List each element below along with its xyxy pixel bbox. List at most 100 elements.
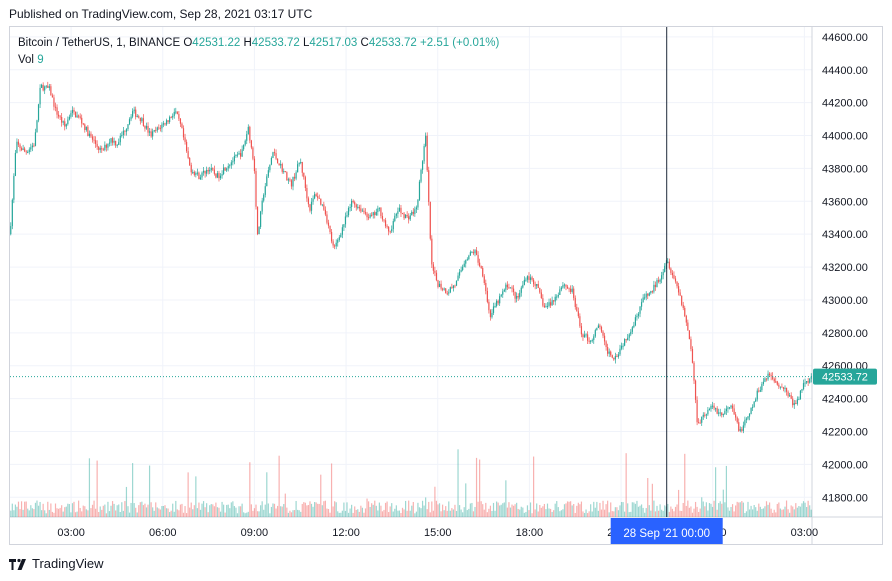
volume-bar [156, 507, 158, 517]
candle-body [457, 275, 459, 281]
volume-bar [728, 510, 731, 517]
candle-body [315, 194, 317, 197]
volume-bar [128, 512, 131, 517]
volume-bar [620, 501, 623, 517]
volume-bar [479, 459, 481, 517]
candle-body [452, 285, 455, 288]
candle-body [633, 325, 635, 328]
volume-bar [383, 509, 385, 517]
candle-body [107, 143, 109, 148]
volume-bar [235, 507, 237, 517]
volume-bar [753, 505, 755, 517]
candle-body [442, 288, 444, 290]
volume-bar [340, 512, 342, 517]
volume-bar [260, 505, 262, 517]
volume-bar [61, 505, 63, 517]
volume-bar [54, 503, 57, 517]
candle-body [699, 422, 701, 424]
volume-bar [577, 502, 579, 517]
candle-body [357, 206, 359, 208]
candle-body [85, 126, 87, 130]
volume-bar [138, 505, 140, 517]
volume-bar [369, 506, 371, 517]
volume-bar [443, 510, 445, 517]
x-tick-label: 06:00 [149, 527, 177, 539]
volume-bar [482, 504, 484, 517]
candle-body [246, 134, 248, 141]
volume-bar [798, 506, 800, 517]
volume-bar [591, 511, 593, 517]
volume-bar [804, 502, 806, 517]
candle-body [724, 411, 726, 415]
symbol-label[interactable]: Bitcoin / TetherUS, 1, BINANCE [18, 37, 181, 49]
volume-bar [159, 509, 161, 517]
candle-body [141, 118, 143, 122]
volume-bar [796, 507, 798, 517]
volume-bar [676, 504, 678, 517]
candle-body [287, 179, 289, 181]
candle-body [639, 306, 641, 314]
candle-body [227, 166, 229, 169]
volume-bar [566, 501, 569, 517]
candle-body [70, 113, 72, 117]
volume-bar [266, 472, 268, 517]
volume-bar [554, 503, 556, 517]
volume-bar [633, 502, 635, 517]
candle-body [415, 207, 417, 210]
candle-body [553, 300, 555, 302]
y-tick-label: 44000.00 [822, 131, 868, 143]
candle-body [597, 325, 599, 328]
volume-bar [389, 506, 391, 517]
volume-bar [469, 503, 471, 517]
candle-body [133, 109, 135, 112]
volume-label[interactable]: Vol [18, 54, 34, 66]
candle-body [792, 398, 794, 406]
candle-body [600, 326, 603, 332]
candle-body [644, 297, 646, 299]
candle-body [301, 162, 303, 173]
volume-bar [793, 509, 795, 517]
volume-bar [648, 505, 650, 517]
footer-brand[interactable]: TradingView [32, 556, 104, 571]
candle-body [101, 148, 103, 150]
volume-bar [13, 510, 15, 517]
candle-body [594, 330, 596, 337]
footer: TradingView [9, 556, 104, 571]
volume-bar [108, 511, 111, 517]
volume-bar [574, 512, 576, 517]
volume-bar [682, 502, 684, 517]
candle-body [522, 284, 524, 288]
y-tick-label: 42200.00 [822, 426, 868, 438]
volume-bar [351, 504, 353, 517]
volume-bar [70, 512, 72, 517]
volume-bar [252, 510, 254, 517]
volume-bar [573, 503, 575, 517]
volume-bar [256, 511, 259, 517]
change-value: +2.51 (+0.01%) [420, 37, 500, 49]
volume-bar [434, 486, 436, 517]
volume-bar [213, 506, 215, 517]
candle-body [651, 291, 653, 293]
candle-body [347, 207, 350, 216]
volume-bar [335, 502, 337, 517]
candle-body [560, 287, 562, 290]
tradingview-logo-icon[interactable] [9, 558, 27, 570]
volume-bar [148, 465, 151, 517]
volume-bar [556, 501, 558, 517]
volume-bar [218, 507, 220, 517]
volume-bar [326, 508, 328, 517]
x-tick-label: 18:00 [516, 527, 544, 539]
candle-body [781, 386, 783, 388]
candle-body [648, 293, 650, 296]
candle-body [428, 170, 430, 203]
volume-bar [731, 504, 734, 517]
candle-body [298, 162, 300, 165]
volume-bar [280, 506, 282, 517]
volume-bar [121, 502, 123, 517]
candle-body [76, 115, 78, 118]
candle-body [656, 280, 658, 288]
volume-bar [415, 511, 417, 517]
candle-body [210, 167, 212, 171]
candle-body [671, 272, 674, 276]
